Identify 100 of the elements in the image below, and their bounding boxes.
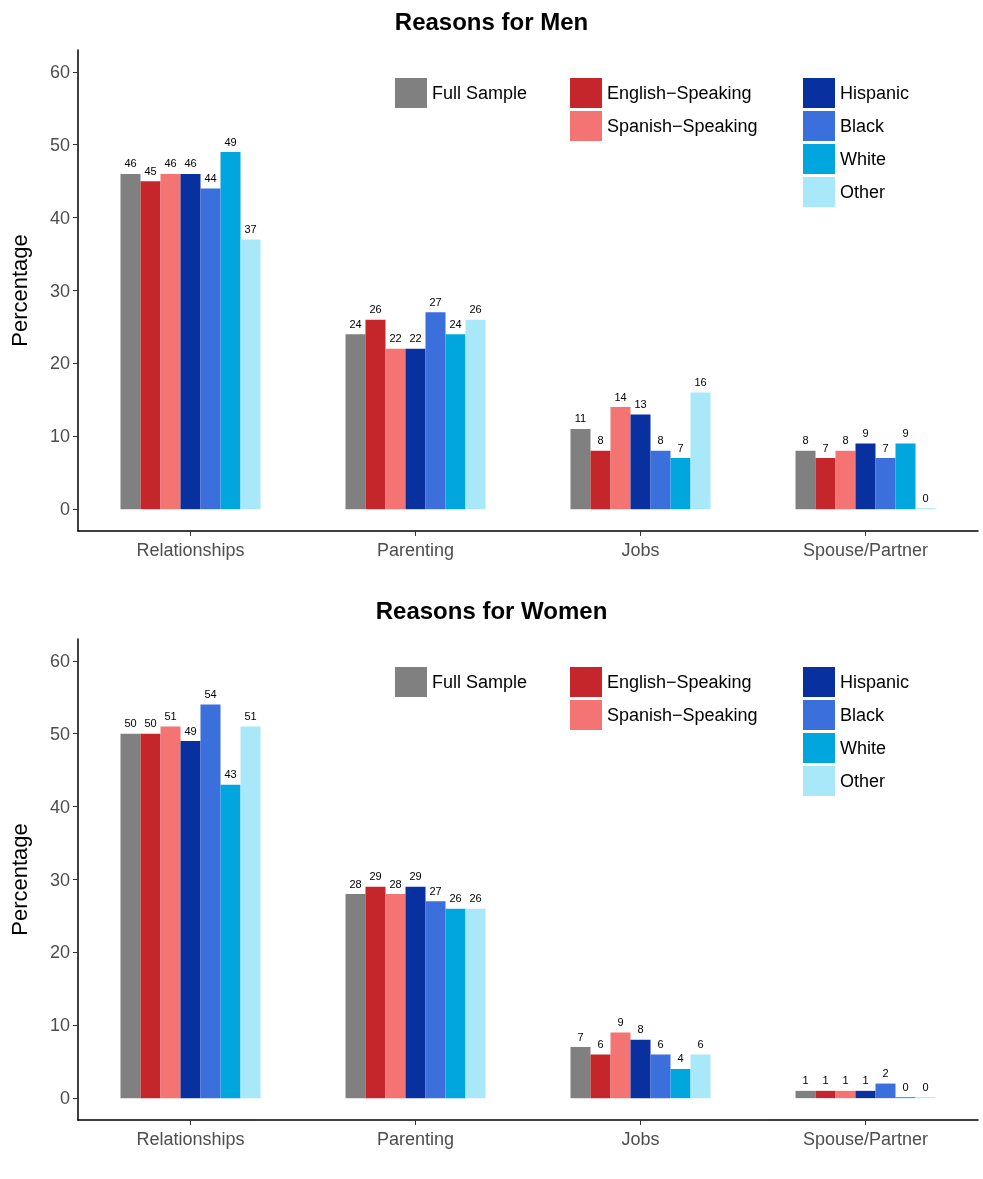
data-label: 2 <box>882 1067 889 1080</box>
legend-label: Black <box>840 116 886 136</box>
data-label: 50 <box>144 717 157 730</box>
bar <box>815 1090 836 1099</box>
legend-label: English−Speaking <box>607 83 752 103</box>
x-tick-label: Relationships <box>136 540 245 560</box>
bar <box>385 348 406 510</box>
x-tick-label: Spouse/Partner <box>802 1129 929 1149</box>
bar <box>630 414 651 510</box>
bar <box>240 239 261 510</box>
bar <box>200 188 221 510</box>
legend-label: English−Speaking <box>607 672 752 692</box>
bar <box>345 894 366 1099</box>
bar <box>465 319 486 510</box>
data-label: 51 <box>244 709 257 722</box>
data-label: 8 <box>597 434 604 447</box>
bar <box>365 886 386 1099</box>
y-tick-label: 10 <box>49 1015 70 1036</box>
data-label: 50 <box>124 717 137 730</box>
bar <box>120 173 141 510</box>
data-label: 29 <box>369 870 382 883</box>
bar <box>670 458 691 510</box>
data-label: 46 <box>184 157 197 170</box>
bar <box>590 1054 611 1099</box>
data-label: 26 <box>469 892 482 905</box>
y-tick-label: 30 <box>49 280 70 301</box>
bar <box>855 443 876 510</box>
data-label: 13 <box>634 397 647 410</box>
bar <box>220 784 241 1099</box>
data-label: 54 <box>204 688 217 701</box>
data-label: 8 <box>802 434 809 447</box>
y-tick-label: 20 <box>49 353 70 374</box>
data-label: 8 <box>637 1023 644 1036</box>
data-label: 27 <box>429 884 442 897</box>
legend-label: Full Sample <box>432 672 528 692</box>
bar <box>160 173 181 510</box>
data-label: 7 <box>677 441 684 454</box>
legend-label: White <box>840 738 887 758</box>
data-label: 9 <box>902 427 909 440</box>
data-label: 37 <box>244 222 257 235</box>
data-label: 46 <box>164 157 177 170</box>
chart-title: Reasons for Women <box>375 596 608 624</box>
data-label: 6 <box>657 1037 664 1050</box>
bar <box>590 450 611 510</box>
bar <box>240 726 261 1099</box>
data-label: 1 <box>862 1074 869 1087</box>
chart-title: Reasons for Men <box>394 7 589 35</box>
data-label: 9 <box>617 1016 624 1029</box>
bar <box>690 392 711 510</box>
bar <box>140 181 161 510</box>
y-tick-label: 10 <box>49 426 70 447</box>
bar <box>630 1039 651 1099</box>
bar <box>180 173 201 510</box>
y-tick-label: 20 <box>49 942 70 963</box>
data-label: 26 <box>369 303 382 316</box>
x-tick-label: Parenting <box>376 540 455 560</box>
y-tick-label: 30 <box>49 869 70 890</box>
data-label: 6 <box>697 1037 704 1050</box>
bar <box>365 319 386 510</box>
bar <box>425 312 446 510</box>
x-tick-label: Relationships <box>136 1129 245 1149</box>
bar <box>140 733 161 1099</box>
data-label: 0 <box>922 1080 929 1093</box>
data-label: 16 <box>694 376 707 389</box>
data-label: 49 <box>184 724 197 737</box>
data-label: 49 <box>224 135 237 148</box>
data-label: 8 <box>842 434 849 447</box>
bar <box>610 407 631 510</box>
data-label: 4 <box>677 1052 684 1065</box>
legend-label: Hispanic <box>840 83 910 103</box>
bar <box>405 886 426 1099</box>
legend-label: Spanish−Speaking <box>607 116 758 136</box>
data-label: 7 <box>577 1030 584 1043</box>
data-label: 26 <box>469 303 482 316</box>
data-label: 0 <box>902 1080 909 1093</box>
bar <box>610 1032 631 1099</box>
bar <box>795 1090 816 1099</box>
bar <box>875 458 896 510</box>
bar <box>650 450 671 510</box>
y-axis-title: Percentage <box>6 823 32 936</box>
bar <box>200 704 221 1099</box>
x-tick-label: Spouse/Partner <box>802 540 929 560</box>
data-label: 44 <box>204 171 217 184</box>
y-tick-label: 0 <box>59 1088 70 1109</box>
y-tick-label: 60 <box>49 650 70 671</box>
bar <box>895 443 916 510</box>
bar <box>670 1068 691 1099</box>
legend-label: Spanish−Speaking <box>607 705 758 725</box>
bar <box>180 741 201 1099</box>
bar <box>690 1054 711 1099</box>
y-tick-label: 50 <box>49 134 70 155</box>
data-label: 22 <box>389 332 402 345</box>
y-tick-label: 40 <box>49 207 70 228</box>
bar <box>570 1047 591 1099</box>
data-label: 45 <box>144 164 157 177</box>
data-label: 6 <box>597 1037 604 1050</box>
bar <box>835 450 856 510</box>
bar <box>445 908 466 1099</box>
data-label: 1 <box>802 1074 809 1087</box>
bar <box>445 334 466 510</box>
